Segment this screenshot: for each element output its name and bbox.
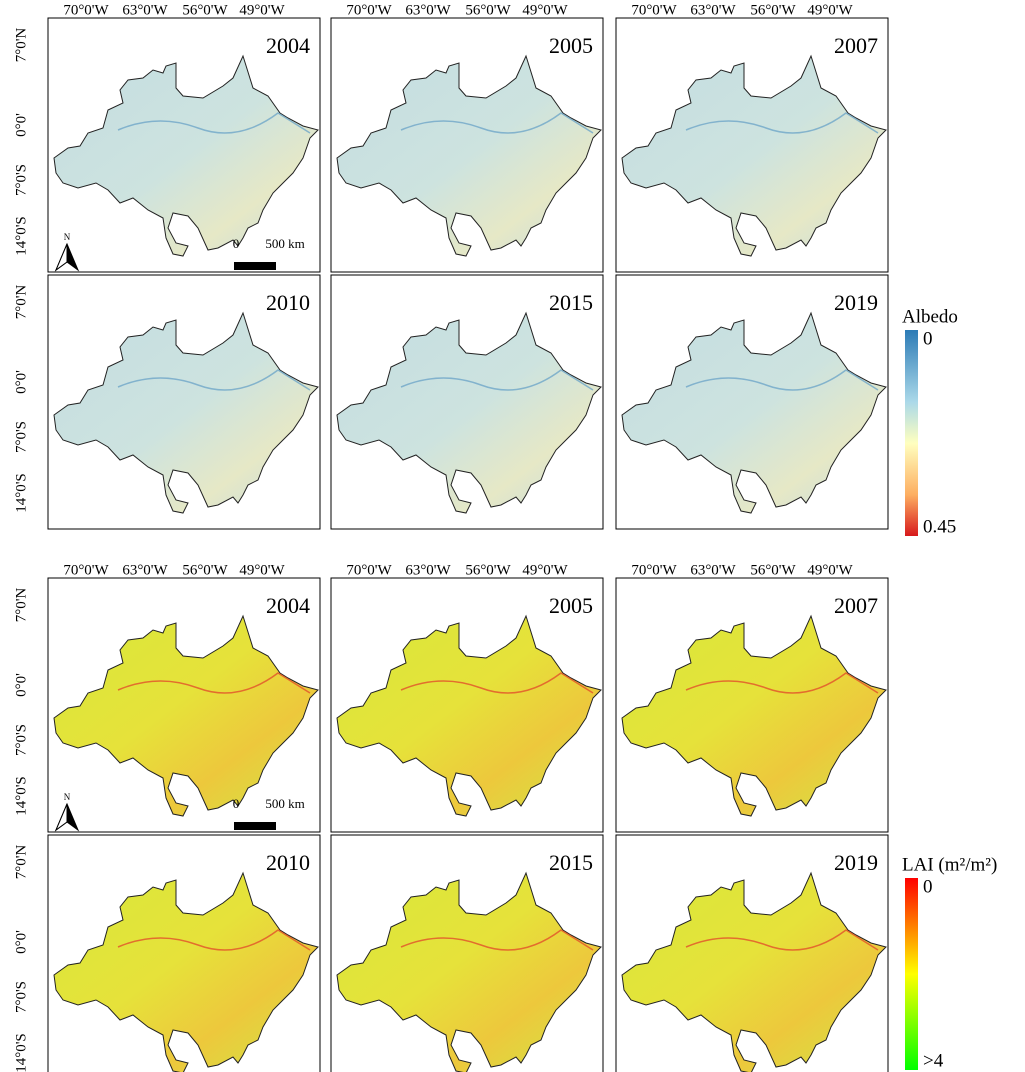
longitude-label: 70°0'W [346,562,392,578]
year-label: 2005 [549,33,593,58]
longitude-label: 49°0'W [239,2,285,18]
latitude-label: 7°0'S [13,724,29,756]
year-label: 2015 [549,850,593,875]
latitude-label: 0°0' [13,370,29,394]
longitude-label: 56°0'W [750,562,796,578]
longitude-label: 70°0'W [631,2,677,18]
longitude-label: 49°0'W [807,562,853,578]
longitude-label: 56°0'W [182,2,228,18]
longitude-label: 56°0'W [182,562,228,578]
legend-bottom-label: 0.45 [923,516,956,537]
legend-title: LAI (m²/m²) [902,854,997,875]
latitude-label: 7°0'S [13,164,29,196]
legend-colorbar [905,330,918,536]
longitude-label: 63°0'W [690,562,736,578]
longitude-label: 56°0'W [465,562,511,578]
map-panel: 2004 0 500 km N [48,578,320,832]
latitude-label: 7°0'N [13,285,29,320]
longitude-label: 70°0'W [631,562,677,578]
longitude-label: 49°0'W [807,2,853,18]
legend-top-label: 0 [923,328,933,349]
map-panel: 2005 [331,18,603,272]
year-label: 2004 [266,593,310,618]
map-panel: 2005 [331,578,603,832]
scale-zero: 0 [233,796,240,811]
longitude-label: 63°0'W [690,2,736,18]
latitude-label: 14°0'S [13,216,29,256]
map-panel: 2010 [48,835,320,1072]
longitude-label: 49°0'W [522,562,568,578]
longitude-label: 70°0'W [346,2,392,18]
year-label: 2007 [834,33,878,58]
year-label: 2004 [266,33,310,58]
longitude-label: 49°0'W [239,562,285,578]
latitude-label: 7°0'N [13,588,29,623]
year-label: 2019 [834,290,878,315]
year-label: 2010 [266,290,310,315]
legend-bottom-label: >4 [923,1050,944,1071]
year-label: 2005 [549,593,593,618]
longitude-label: 63°0'W [122,562,168,578]
latitude-label: 0°0' [13,113,29,137]
scale-distance: 500 km [265,796,304,811]
year-label: 2010 [266,850,310,875]
latitude-label: 0°0' [13,673,29,697]
map-panel: 2019 [616,275,888,529]
latitude-label: 14°0'S [13,1033,29,1072]
latitude-label: 7°0'N [13,28,29,63]
latitude-label: 14°0'S [13,473,29,513]
year-label: 2015 [549,290,593,315]
scale-bar [234,822,276,830]
year-label: 2007 [834,593,878,618]
latitude-label: 0°0' [13,930,29,954]
map-panel: 2004 0 500 km N [48,18,320,272]
map-panel: 2015 [331,275,603,529]
map-panel: 2015 [331,835,603,1072]
legend-title: Albedo [902,306,958,327]
longitude-label: 70°0'W [63,562,109,578]
map-panel: 2007 [616,578,888,832]
latitude-label: 14°0'S [13,776,29,816]
longitude-label: 63°0'W [405,2,451,18]
legend-top-label: 0 [923,876,933,897]
scale-bar [234,262,276,270]
longitude-label: 56°0'W [750,2,796,18]
north-label: N [64,232,71,242]
figure: 2004 0 500 km N 70°0'W 63°0'W 56°0'W 49°0'W 7°0'… [0,0,1025,1072]
map-panel: 2019 [616,835,888,1072]
legend-colorbar [905,878,918,1070]
map-panel: 2007 [616,18,888,272]
longitude-label: 63°0'W [122,2,168,18]
latitude-label: 7°0'S [13,981,29,1013]
longitude-label: 63°0'W [405,562,451,578]
north-label: N [64,792,71,802]
latitude-label: 7°0'S [13,421,29,453]
longitude-label: 56°0'W [465,2,511,18]
year-label: 2019 [834,850,878,875]
map-panel: 2010 [48,275,320,529]
scale-zero: 0 [233,236,240,251]
longitude-label: 70°0'W [63,2,109,18]
latitude-label: 7°0'N [13,845,29,880]
longitude-label: 49°0'W [522,2,568,18]
scale-distance: 500 km [265,236,304,251]
